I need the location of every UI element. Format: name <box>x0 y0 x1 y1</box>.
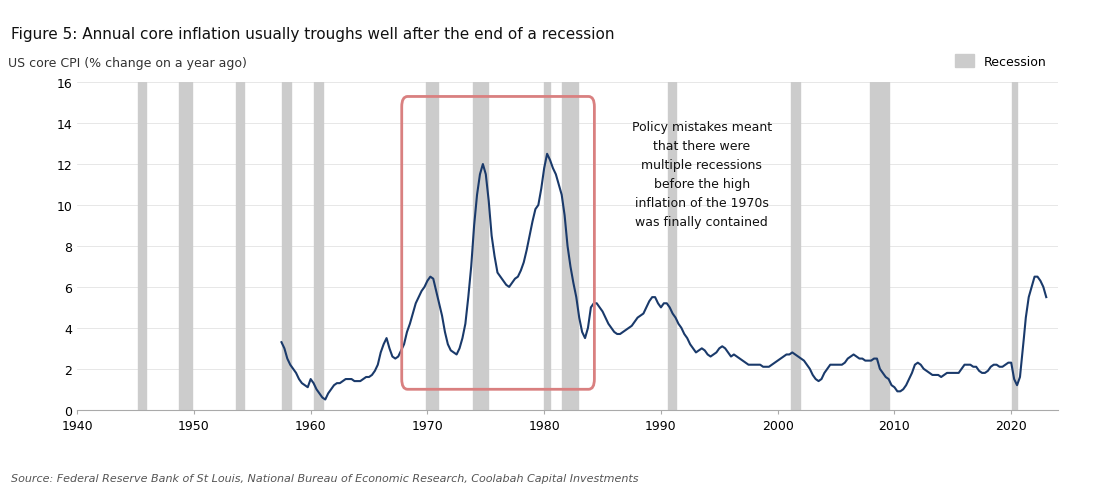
Text: Policy mistakes meant
that there were
multiple recessions
before the high
inflat: Policy mistakes meant that there were mu… <box>631 121 771 229</box>
Bar <box>668 83 676 410</box>
Bar <box>426 83 439 410</box>
Bar <box>314 83 323 410</box>
Text: Source: Federal Reserve Bank of St Louis, National Bureau of Economic Research, : Source: Federal Reserve Bank of St Louis… <box>11 473 638 483</box>
Text: Figure 5: Annual core inflation usually troughs well after the end of a recessio: Figure 5: Annual core inflation usually … <box>11 27 615 42</box>
Bar <box>871 83 888 410</box>
Bar <box>139 83 147 410</box>
Bar <box>544 83 550 410</box>
Bar <box>282 83 291 410</box>
Bar <box>473 83 488 410</box>
Legend: Recession: Recession <box>950 50 1051 74</box>
Bar <box>236 83 245 410</box>
Bar <box>562 83 579 410</box>
Bar <box>180 83 192 410</box>
Text: US core CPI (% change on a year ago): US core CPI (% change on a year ago) <box>9 57 247 70</box>
Bar <box>1012 83 1017 410</box>
Bar <box>791 83 800 410</box>
